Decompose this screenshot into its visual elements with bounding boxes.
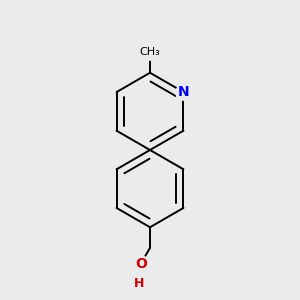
Text: O: O	[135, 257, 147, 271]
Text: H: H	[134, 277, 145, 290]
Text: N: N	[178, 85, 189, 99]
Text: CH₃: CH₃	[140, 47, 160, 57]
